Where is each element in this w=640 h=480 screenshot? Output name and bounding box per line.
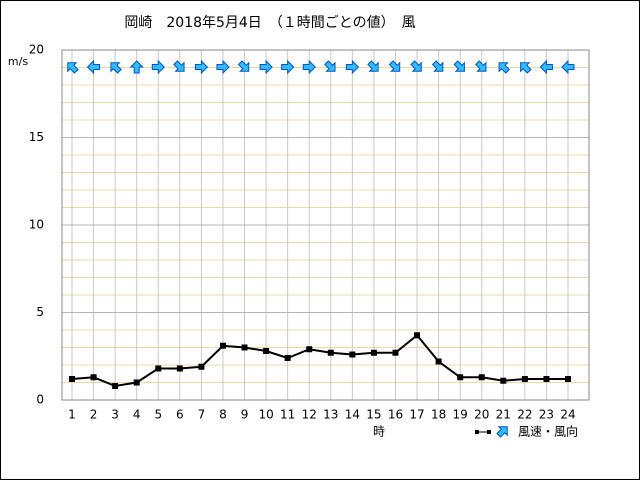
speed-marker [414, 332, 421, 339]
speed-marker [219, 342, 226, 349]
x-tick-label: 5 [154, 408, 162, 422]
x-tick-label: 11 [280, 408, 295, 422]
direction-arrow [410, 60, 422, 72]
legend-marker [487, 430, 491, 434]
direction-arrow [216, 59, 230, 75]
x-tick-label: 15 [366, 408, 381, 422]
plot-border [61, 49, 590, 401]
x-tick-label: 1 [68, 408, 76, 422]
speed-marker [370, 349, 377, 356]
direction-arrow [498, 62, 511, 74]
direction-arrow [431, 60, 444, 72]
y-tick-label: 20 [29, 43, 44, 57]
speed-marker [500, 377, 507, 384]
direction-arrow [561, 59, 575, 75]
speed-marker [241, 344, 248, 351]
x-tick-label: 3 [111, 408, 119, 422]
legend-arrow [496, 426, 508, 438]
direction-arrow [453, 60, 465, 72]
direction-arrow [281, 59, 295, 75]
speed-marker [478, 374, 485, 381]
x-tick-label: 21 [496, 408, 511, 422]
speed-marker [392, 349, 399, 356]
x-tick-label: 20 [474, 408, 489, 422]
speed-marker [263, 348, 270, 354]
direction-arrow [324, 60, 336, 72]
x-tick-label: 18 [431, 408, 446, 422]
y-axis-label: m/s [8, 55, 28, 68]
direction-arrow [475, 60, 487, 72]
x-tick-label: 6 [176, 408, 184, 422]
speed-line [71, 333, 568, 388]
x-tick-label: 17 [409, 408, 424, 422]
x-tick-label: 12 [302, 408, 317, 422]
y-tick-label: 0 [36, 393, 44, 407]
direction-arrow [367, 60, 379, 72]
speed-marker [198, 363, 205, 370]
y-tick-label: 5 [36, 305, 44, 319]
y-tick-label: 15 [29, 130, 44, 144]
speed-marker [521, 376, 528, 382]
direction-arrow [110, 62, 122, 74]
direction-arrow [173, 60, 185, 72]
direction-arrow [259, 59, 273, 75]
direction-arrow [539, 59, 553, 75]
x-tick-label: 2 [90, 408, 98, 422]
speed-marker [133, 379, 140, 386]
speed-marker [155, 365, 162, 372]
x-tick-label: 23 [539, 408, 554, 422]
x-tick-label: 19 [453, 408, 468, 422]
speed-marker [349, 351, 356, 358]
legend-label: 風速・風向 [518, 424, 578, 439]
x-axis-label: 時 [373, 425, 385, 439]
direction-arrow [237, 60, 250, 72]
x-tick-label: 22 [517, 408, 532, 422]
speed-marker [457, 374, 464, 381]
x-tick-label: 4 [133, 408, 141, 422]
speed-marker [327, 349, 334, 356]
x-tick-label: 13 [323, 408, 338, 422]
direction-arrow [388, 60, 401, 72]
direction-arrow [194, 59, 209, 75]
direction-arrow [345, 59, 360, 75]
x-tick-label: 24 [560, 408, 575, 422]
speed-marker [112, 383, 119, 389]
speed-marker [543, 376, 550, 382]
speed-marker [176, 365, 183, 372]
direction-arrow [520, 62, 532, 74]
x-tick-label: 7 [198, 408, 206, 422]
speed-marker [565, 376, 571, 382]
x-tick-label: 8 [219, 408, 227, 422]
x-tick-label: 10 [258, 408, 273, 422]
speed-marker [90, 374, 97, 381]
speed-marker [435, 358, 442, 365]
x-tick-label: 14 [345, 408, 360, 422]
x-tick-label: 16 [388, 408, 403, 422]
direction-arrow [129, 60, 144, 74]
chart-title: 岡崎 2018年5月4日 （１時間ごとの値） 風 [124, 15, 415, 31]
speed-marker [306, 346, 313, 353]
direction-arrow [151, 59, 165, 75]
speed-marker [69, 376, 75, 382]
speed-marker [284, 355, 291, 361]
direction-arrow [302, 59, 316, 75]
y-tick-label: 10 [29, 218, 44, 232]
x-tick-label: 9 [241, 408, 249, 422]
direction-arrow [67, 62, 79, 74]
direction-arrow [86, 59, 101, 75]
legend-marker [475, 430, 479, 434]
